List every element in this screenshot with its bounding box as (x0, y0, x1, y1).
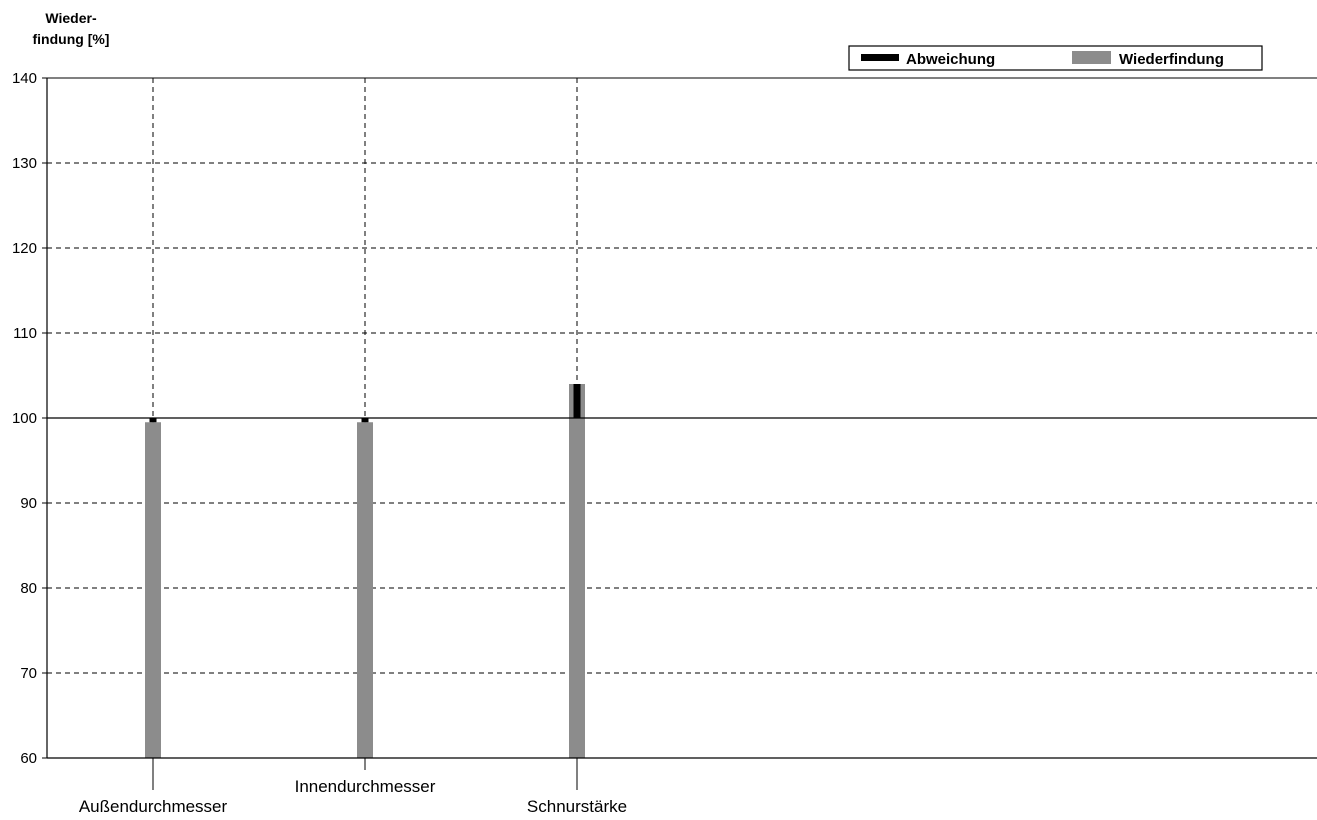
y-tick-label-130: 130 (12, 155, 37, 172)
legend-label-abweichung: Abweichung (906, 51, 995, 68)
x-tick-label-1: Innendurchmesser (295, 777, 436, 796)
bar-wiederfindung-0 (145, 422, 161, 758)
y-axis-title-line-2: findung [%] (33, 31, 110, 47)
legend-frame (848, 45, 1263, 71)
y-tick-label-140: 140 (12, 70, 37, 87)
bar-abweichung-1 (361, 418, 369, 423)
y-tick-label-120: 120 (12, 240, 37, 257)
y-tick-label-100: 100 (12, 410, 37, 427)
bar-wiederfindung-2 (569, 384, 585, 758)
y-tick-label-110: 110 (13, 325, 37, 342)
x-tick-label-2: Schnurstärke (527, 797, 627, 816)
bar-wiederfindung-1 (357, 422, 373, 758)
y-tick-label-80: 80 (20, 580, 37, 597)
y-tick-label-60: 60 (20, 750, 37, 767)
bar-abweichung-2 (573, 384, 581, 418)
legend: Abweichung Wiederfindung (848, 45, 1263, 71)
y-axis-title-line-1: Wieder- (45, 10, 97, 26)
legend-swatch-abweichung (861, 54, 899, 61)
y-tick-label-70: 70 (20, 665, 37, 682)
legend-swatch-wiederfindung (1072, 51, 1111, 64)
y-tick-label-90: 90 (20, 495, 37, 512)
bar-abweichung-0 (149, 418, 157, 423)
x-tick-label-0: Außendurchmesser (79, 797, 228, 816)
legend-label-wiederfindung: Wiederfindung (1119, 51, 1224, 68)
